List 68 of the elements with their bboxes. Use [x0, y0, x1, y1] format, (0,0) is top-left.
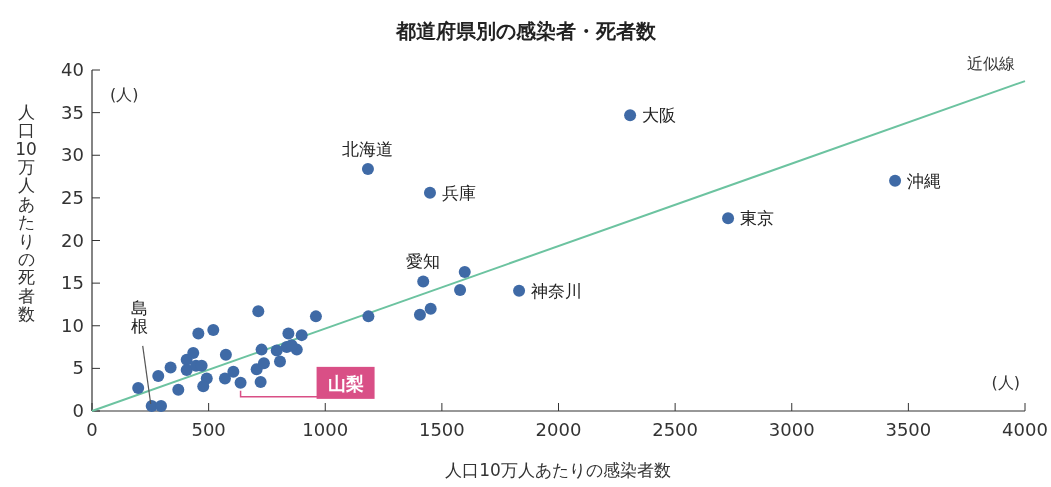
- annotation: 大阪: [642, 105, 677, 126]
- point: [454, 283, 467, 296]
- annotation: 北海道: [342, 138, 394, 159]
- y-tick-label: 25: [61, 186, 84, 208]
- x-tick-label: 2500: [652, 419, 699, 440]
- text: 人口10万人あたりの死者数: [15, 102, 37, 324]
- x-tick-label: 1500: [418, 419, 465, 440]
- point: [513, 284, 526, 297]
- y-tick-label: 30: [61, 144, 84, 166]
- point: [218, 372, 231, 385]
- point: [255, 343, 268, 356]
- annotation: (人): [991, 373, 1020, 392]
- y-tick-label: 35: [61, 101, 84, 123]
- annotation: 東京: [740, 208, 775, 229]
- point: [309, 310, 322, 323]
- annotation: 島根: [131, 297, 149, 337]
- x-tick-label: 0: [86, 419, 98, 440]
- point: [164, 361, 177, 374]
- point: [252, 305, 265, 318]
- point: [624, 109, 637, 122]
- annotation: 沖縄: [907, 170, 942, 191]
- point: [274, 355, 286, 368]
- point: [889, 174, 902, 187]
- annotation: 山梨: [327, 372, 364, 394]
- annotation: (人): [110, 85, 139, 104]
- point: [417, 275, 430, 288]
- x-tick-label: 1000: [302, 419, 349, 440]
- point: [254, 376, 267, 389]
- y-tick-label: 15: [61, 272, 84, 294]
- y-tick-label: 10: [61, 314, 84, 336]
- point: [172, 383, 185, 396]
- point: [219, 348, 232, 361]
- x-tick-label: 500: [191, 419, 226, 440]
- point: [722, 212, 735, 225]
- point: [187, 347, 200, 360]
- x-tick-label: 3500: [885, 419, 932, 440]
- point: [413, 308, 426, 321]
- point: [361, 162, 374, 175]
- point: [234, 376, 247, 389]
- annotation: 神奈川: [531, 280, 583, 301]
- x-axis-title: 人口10万人あたりの感染者数: [445, 460, 671, 480]
- point: [192, 327, 205, 340]
- series-label: 近似線: [967, 54, 1015, 74]
- y-tick-label: 0: [72, 400, 84, 421]
- point: [155, 399, 168, 412]
- x-tick-label: 4000: [1002, 419, 1048, 440]
- annotation: 愛知: [406, 251, 441, 272]
- y-tick-label: 5: [72, 357, 84, 379]
- point: [257, 357, 270, 370]
- point: [180, 364, 193, 377]
- chart-title: 都道府県別の感染者・死者数: [394, 19, 657, 43]
- annotation: 兵庫: [441, 182, 476, 203]
- point: [132, 381, 145, 394]
- y-tick-label: 20: [61, 229, 84, 251]
- point: [424, 302, 437, 315]
- x-tick-label: 3000: [768, 419, 815, 440]
- point: [458, 266, 471, 279]
- x-tick-label: 2000: [535, 419, 582, 440]
- point: [282, 327, 295, 340]
- point: [152, 370, 165, 383]
- point: [295, 329, 308, 342]
- point: [197, 380, 210, 393]
- y-tick-label: 40: [61, 59, 84, 80]
- point: [227, 365, 240, 378]
- point: [207, 324, 220, 337]
- point: [362, 310, 375, 323]
- point: [270, 344, 283, 357]
- point: [423, 186, 436, 199]
